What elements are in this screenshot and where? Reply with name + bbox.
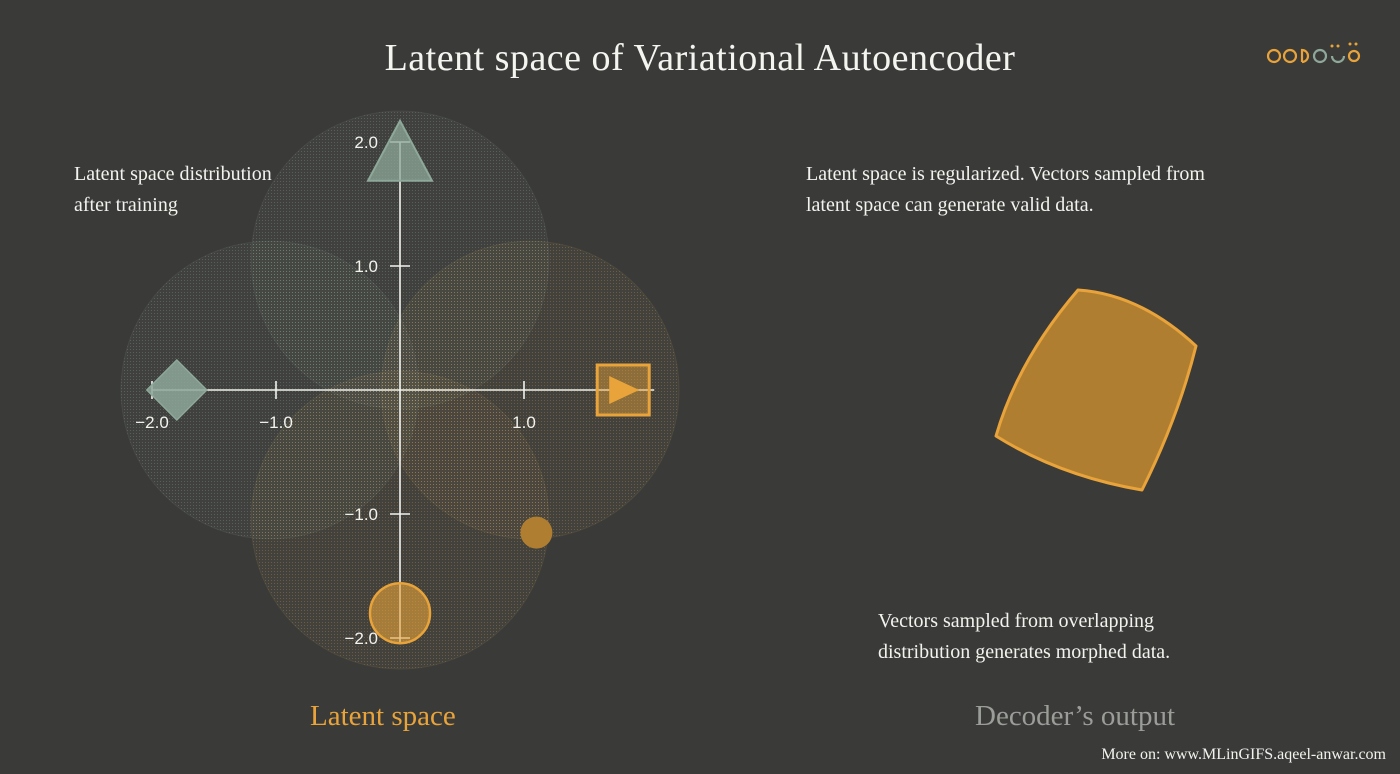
regularized-note: Latent space is regularized. Vectors sam… [806, 159, 1205, 221]
y-tick-label: 2.0 [354, 133, 378, 152]
sample-point [520, 516, 553, 549]
x-tick-label: −2.0 [135, 413, 169, 432]
latent-space-plot: −2.0 −1.0 1.0 2.0 1.0 −1.0 −2.0 [120, 110, 680, 670]
y-tick-label: −2.0 [344, 629, 378, 648]
note-line: distribution generates morphed data. [878, 641, 1171, 663]
decoder-output-shape [994, 288, 1198, 492]
footer-link[interactable]: More on: www.MLinGIFS.aqeel-anwar.com [1101, 746, 1386, 763]
x-tick-label: −1.0 [259, 413, 293, 432]
overlap-note: Vectors sampled from overlapping distrib… [878, 606, 1170, 668]
logo-icon [1266, 42, 1361, 64]
note-line: Latent space is regularized. Vectors sam… [806, 163, 1205, 185]
play-arrow-icon [609, 376, 640, 404]
y-tick-label: 1.0 [354, 257, 378, 276]
triangle-marker [366, 118, 434, 182]
note-line: Vectors sampled from overlapping [878, 610, 1155, 632]
x-tick-label: 1.0 [512, 413, 536, 432]
circle-marker [368, 581, 432, 645]
note-line: latent space can generate valid data. [806, 194, 1094, 216]
note-line: Latent space distribution [74, 163, 272, 185]
diamond-marker [145, 358, 208, 422]
latent-space-caption: Latent space [310, 700, 456, 732]
page-title: Latent space of Variational Autoencoder [384, 37, 1016, 79]
note-line: after training [74, 194, 178, 216]
decoder-output-caption: Decoder’s output [975, 700, 1175, 732]
y-tick-label: −1.0 [344, 505, 378, 524]
latent-distribution-note: Latent space distribution after training [74, 159, 272, 221]
